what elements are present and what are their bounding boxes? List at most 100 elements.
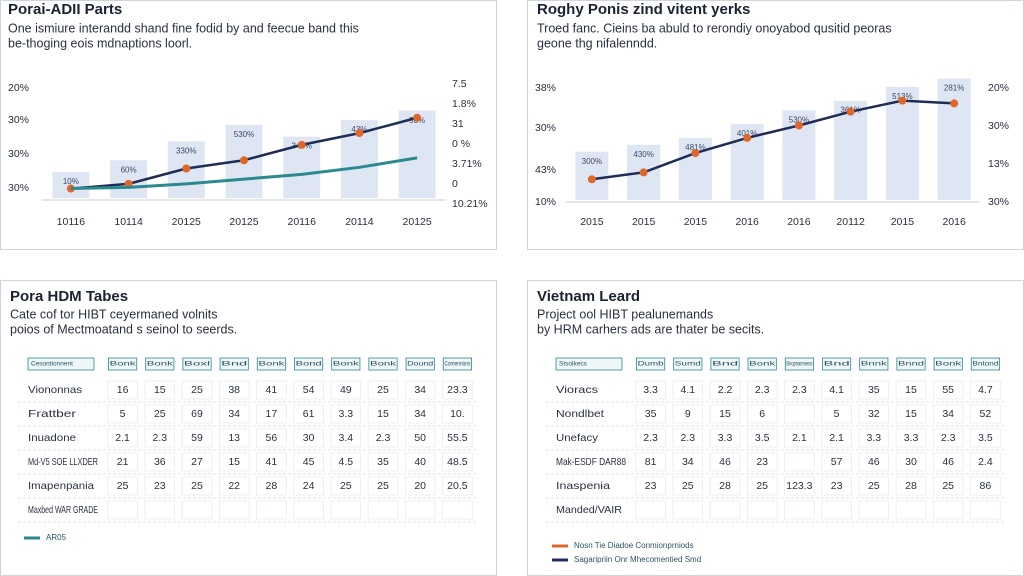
row-label: Md-V5 SOE LLXDER: [28, 456, 98, 468]
header-cell: [555, 357, 623, 371]
cell-box: [970, 500, 1001, 520]
cell-box: [330, 452, 362, 472]
table-cell: 15: [905, 384, 917, 396]
table-cell: 30: [905, 456, 917, 468]
table-cell: 3.3: [338, 408, 353, 420]
table-cell: 4.1: [680, 384, 695, 396]
cell-box: [858, 428, 890, 448]
cell-box: [218, 452, 250, 472]
cell-box: [218, 380, 250, 400]
line-marker: [691, 149, 700, 158]
table-subtitle: by HRM carhers ads are thater be secits.: [537, 322, 764, 336]
cell-box: [970, 380, 1001, 400]
cell-box: [858, 380, 890, 400]
table-cell: 36: [154, 456, 166, 468]
cell-box: [144, 476, 176, 496]
table-cell: 48.5: [447, 456, 468, 468]
cell-box: [932, 380, 964, 400]
table-cell: 25: [154, 408, 166, 420]
cell-box: [858, 476, 890, 496]
table-cell: 49: [340, 384, 352, 396]
table-cell: 20: [414, 480, 426, 492]
cell-box: [746, 452, 778, 472]
table-cell: 2.1: [829, 432, 844, 444]
header-cell: [896, 357, 926, 371]
table-cell: 3.3: [866, 432, 881, 444]
cell-box: [293, 500, 324, 520]
cell-box: [107, 500, 138, 520]
header-label: Dumb: [638, 361, 665, 368]
header-cell: [256, 357, 286, 371]
table-cell: 28: [266, 480, 278, 492]
x-tick-label: 2015: [684, 216, 708, 228]
panel: [0, 280, 497, 576]
cell-box: [367, 500, 399, 520]
header-label: Bnd: [824, 361, 851, 368]
cell-box: [181, 476, 213, 496]
line-marker: [240, 156, 248, 165]
table-cell: 123.3: [786, 480, 812, 492]
header-label: Comenrions: [444, 361, 471, 368]
cell-box: [784, 380, 815, 400]
header-cell: [294, 357, 324, 371]
cell-box: [895, 404, 927, 424]
cell-box: [404, 476, 436, 496]
y2-axis-label: 7.5: [452, 78, 467, 90]
bar-value-label: 330%: [176, 146, 196, 155]
cell-box: [709, 500, 741, 520]
cell-box: [107, 404, 138, 424]
table-cell: 41: [266, 456, 278, 468]
cell-box: [970, 476, 1001, 496]
table-cell: 23: [831, 480, 843, 492]
cell-box: [442, 380, 473, 400]
chart-title: Roghy Ponis zind vitent yerks: [537, 1, 750, 18]
cell-box: [746, 476, 778, 496]
legend-label: Nosn Tie Diadoe Conmionprniods: [574, 541, 694, 550]
line-series: [591, 99, 955, 181]
cell-box: [746, 500, 778, 520]
table-cell: 25: [756, 480, 768, 492]
x-tick-label: 20112: [836, 216, 865, 228]
table-cell: 46: [868, 456, 880, 468]
header-cell: [219, 357, 249, 371]
cell-box: [821, 404, 852, 424]
cell-box: [895, 428, 927, 448]
cell-box: [256, 404, 287, 424]
header-cell: [331, 357, 361, 371]
cell-box: [895, 476, 927, 496]
y-axis-label: 30%: [8, 182, 29, 194]
y2-axis-label: 10.21%: [452, 198, 488, 210]
header-label: Bnnk: [861, 361, 888, 368]
cell-box: [709, 452, 741, 472]
bar-value-label: 281%: [944, 84, 964, 93]
cell-box: [821, 380, 852, 400]
x-tick-label: 10114: [114, 216, 143, 228]
cell-box: [895, 500, 927, 520]
y-axis-label: 43%: [535, 164, 556, 176]
header-cell: [784, 357, 814, 371]
cell-box: [367, 380, 399, 400]
cell-box: [970, 404, 1001, 424]
cell-box: [181, 404, 213, 424]
table-cell: 25: [942, 480, 954, 492]
header-cell: [182, 357, 212, 371]
cell-box: [442, 476, 473, 496]
table-cell: 3.5: [978, 432, 993, 444]
cell-box: [404, 404, 436, 424]
table-cell: 57: [831, 456, 843, 468]
table-cell: 2.3: [755, 384, 770, 396]
line-marker: [794, 121, 803, 130]
row-label: Inuadone: [28, 432, 76, 444]
cell-box: [442, 500, 473, 520]
cell-box: [709, 380, 741, 400]
line-marker: [297, 140, 306, 149]
cell-box: [784, 404, 815, 424]
table-cell: 23: [756, 456, 768, 468]
header-label: Bnnd: [898, 361, 925, 368]
y2-axis-label: 30%: [988, 120, 1009, 132]
cell-box: [293, 476, 324, 496]
header-label: Bntond: [972, 361, 999, 368]
line-marker: [846, 107, 855, 116]
cell-box: [709, 476, 741, 496]
cell-box: [367, 404, 399, 424]
